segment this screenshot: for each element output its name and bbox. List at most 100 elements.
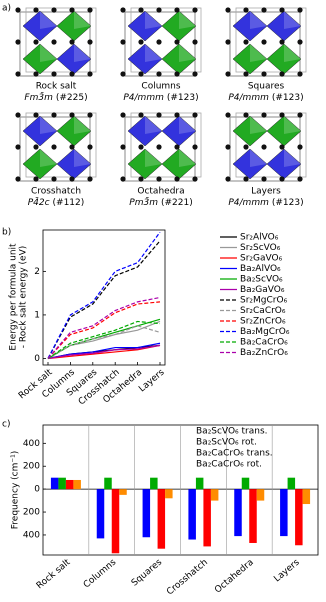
space-group-symbol: P4/mmm <box>228 93 269 103</box>
series-line <box>47 301 161 359</box>
atom <box>261 112 267 118</box>
y-tick-label: 400 <box>23 530 40 540</box>
atom <box>261 7 267 13</box>
unit-cell-back <box>235 112 307 178</box>
atom <box>87 176 93 182</box>
atom <box>15 39 21 45</box>
x-tick-label: Squares <box>130 557 165 588</box>
atom <box>138 7 144 13</box>
atom <box>243 176 249 182</box>
y-axis-label: - Rock salt energy (eV) <box>19 246 29 349</box>
atom <box>225 71 231 77</box>
y-tick-label: 0 <box>34 354 40 364</box>
series-line <box>47 231 161 359</box>
octahedron-face <box>40 44 57 62</box>
unit-cell-back <box>130 112 202 178</box>
octahedron <box>127 43 163 75</box>
atom <box>243 112 249 118</box>
space-group-number: (#112) <box>53 198 85 208</box>
panel-label: b) <box>2 228 11 238</box>
legend-label: Sr₂ScVO₆ <box>240 243 281 253</box>
atom <box>243 71 249 77</box>
atom <box>33 144 39 150</box>
structure <box>120 7 202 77</box>
atom <box>138 112 144 118</box>
plot-frame <box>42 229 166 366</box>
series-line <box>47 240 161 359</box>
series-line <box>47 325 161 359</box>
atom <box>138 176 144 182</box>
octahedron <box>232 115 268 147</box>
atom <box>225 39 231 45</box>
bar <box>150 477 158 490</box>
atom <box>69 112 75 118</box>
atom <box>51 176 57 182</box>
atom <box>69 144 75 150</box>
atom <box>120 39 126 45</box>
octahedron-face <box>145 116 162 134</box>
atom <box>279 112 285 118</box>
bar <box>256 489 265 501</box>
atom <box>120 112 126 118</box>
atom <box>120 71 126 77</box>
legend-label: Sr₂CaCrO₆ <box>240 306 286 316</box>
space-group-number: (#123) <box>167 93 199 103</box>
legend-label: Ba₂CaCrO₆ rot. <box>196 460 262 470</box>
structure <box>225 112 307 182</box>
bar <box>142 489 151 538</box>
atom <box>51 71 57 77</box>
atom <box>87 112 93 118</box>
legend-label: Ba₂CaCrO₆ <box>240 338 288 348</box>
atom <box>15 71 21 77</box>
bar <box>119 489 127 495</box>
octahedron <box>22 43 58 75</box>
structure <box>15 112 97 182</box>
atom <box>120 176 126 182</box>
bar <box>295 489 303 546</box>
atom <box>297 71 303 77</box>
octahedron-face <box>145 44 162 62</box>
atom <box>156 71 162 77</box>
structure-name: Octahedra <box>137 187 184 197</box>
octahedron-face <box>145 11 162 29</box>
bar <box>280 489 288 537</box>
atom <box>138 39 144 45</box>
atom <box>243 144 249 150</box>
structure <box>120 112 202 182</box>
legend-label: Ba₂ScVO₆ <box>240 275 283 285</box>
unit-cell-back <box>130 7 202 73</box>
octahedron-face <box>179 149 196 167</box>
bar <box>241 477 250 490</box>
atom <box>261 39 267 45</box>
atom <box>297 144 303 150</box>
space-group-number: (#225) <box>56 93 88 103</box>
atom <box>174 112 180 118</box>
octahedron-face <box>74 11 91 29</box>
octahedron <box>232 10 268 42</box>
unit-cell-back <box>235 7 307 73</box>
space-group-symbol: Fm3̄m <box>24 91 53 103</box>
atom <box>69 7 75 13</box>
legend-label: Sr₂ZnCrO₆ <box>240 317 286 327</box>
legend-label: Ba₂ScVO₆ rot. <box>196 438 257 448</box>
series-line <box>47 344 161 360</box>
space-group: P4̄2c (#112) <box>28 196 85 208</box>
atom <box>297 7 303 13</box>
space-group: P4/mmm (#123) <box>123 93 198 103</box>
bar <box>188 489 196 540</box>
octahedron-face <box>74 116 91 134</box>
x-tick-label: Octahedra <box>213 558 256 596</box>
structure <box>15 7 97 77</box>
atom <box>51 39 57 45</box>
x-tick-label: Crosshatch <box>165 558 210 598</box>
space-group-symbol: Pm3̄m <box>129 196 158 208</box>
atom <box>87 7 93 13</box>
atom <box>279 7 285 13</box>
atom <box>15 112 21 118</box>
y-tick-label: 400 <box>23 439 40 449</box>
atom <box>156 176 162 182</box>
y-tick-label: 200 <box>23 462 40 472</box>
atom <box>261 71 267 77</box>
octahedron <box>22 115 58 147</box>
atom <box>87 71 93 77</box>
